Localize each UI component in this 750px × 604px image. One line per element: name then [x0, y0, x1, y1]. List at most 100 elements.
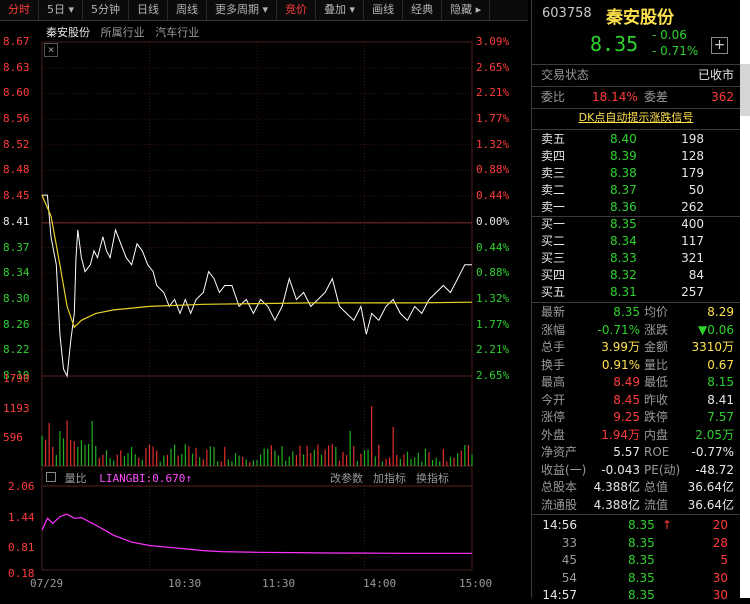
stat-row: 最高 8.49 最低 8.15 [532, 374, 740, 391]
indicator-button-0[interactable]: 改参数 [330, 472, 363, 485]
tab-8[interactable]: 画线 [364, 0, 404, 20]
tick-price: 8.35 [628, 570, 655, 585]
bids-row[interactable]: 买二 8.34 117 [532, 233, 740, 250]
legend-industry[interactable]: 所属行业 [100, 26, 145, 39]
tab-4[interactable]: 周线 [168, 0, 208, 20]
trade-status-row: 交易状态 已收市 [532, 67, 740, 84]
percent-tick: 3.09% [476, 35, 510, 48]
price-tick: 8.52 [3, 137, 30, 151]
intraday-chart[interactable]: 秦安股份 所属行业 汽车行业 × 8.67 8.63 8.60 8.56 8.52 8.4… [0, 20, 528, 598]
time-tick: 15:00 [459, 577, 493, 590]
period-tabs: 分时 5日 ▾ 5分钟 日线 周线 更多周期 ▾ 竞价 叠加 ▾ 画线 经典 隐藏 ▸ [0, 0, 528, 21]
tick-time: 33 [561, 535, 577, 550]
stat-label: 量比 [644, 357, 669, 372]
asks-row[interactable]: 卖五 8.40 198 [532, 131, 740, 148]
price-change: - 0.06 [652, 28, 687, 42]
volume-tick: 1193 [3, 402, 30, 415]
tick-volume: 5 [720, 553, 728, 567]
dk-signal-link[interactable]: DK点自动提示涨跌信号 [578, 111, 694, 124]
bids-row[interactable]: 买一 8.35 400 [532, 216, 740, 233]
stat-row: 净资产 5.57 ROE -0.77% [532, 444, 740, 461]
legend-stock: 秦安股份 [46, 26, 90, 39]
tab-2[interactable]: 5分钟 [83, 0, 130, 20]
tick-volume: 20 [712, 518, 728, 532]
tab-1[interactable]: 5日 ▾ [39, 0, 84, 20]
tick-row: 14:57 8.35 30 [532, 587, 740, 604]
indicator-button-2[interactable]: 换指标 [416, 472, 449, 485]
price-tick: 8.41 [3, 214, 30, 228]
tick-row: 54 8.35 30 [532, 570, 740, 587]
stat-label: 昨收 [644, 392, 669, 407]
tab-7[interactable]: 叠加 ▾ [316, 0, 365, 20]
stat-row: 涨停 9.25 跌停 7.57 [532, 409, 740, 426]
asks-volume: 179 [681, 166, 704, 180]
asks-row[interactable]: 卖四 8.39 128 [532, 148, 740, 165]
stat-value: 8.29 [707, 305, 734, 319]
asks-volume: 128 [681, 149, 704, 163]
tick-volume: 28 [712, 535, 728, 550]
asks-row[interactable]: 卖一 8.36 262 [532, 199, 740, 216]
tab-5[interactable]: 更多周期 ▾ [207, 0, 278, 20]
tick-time: 54 [561, 570, 577, 585]
price-tick: 8.67 [3, 35, 30, 48]
stat-value: 5.57 [613, 445, 640, 459]
stat-label: 最高 [541, 375, 566, 389]
tab-9[interactable]: 经典 [403, 0, 443, 20]
percent-tick: 1.32% [476, 291, 510, 305]
stat-value: -0.043 [601, 462, 640, 477]
stat-label: ROE [644, 445, 670, 459]
stat-value: -48.72 [695, 462, 734, 477]
legend-sector[interactable]: 汽车行业 [155, 26, 200, 39]
price-tick: 8.63 [3, 60, 30, 74]
price-change-pct: - 0.71% [652, 44, 699, 58]
tab-3[interactable]: 日线 [129, 0, 169, 20]
price-tick: 8.30 [3, 291, 30, 305]
asks-label: 卖五 [541, 132, 566, 146]
percent-tick: 2.65% [476, 369, 510, 382]
stat-value: 36.64亿 [687, 480, 734, 494]
price-tick: 8.45 [3, 189, 30, 203]
price-line [42, 194, 472, 378]
liangbi-line [41, 513, 472, 554]
bids-row[interactable]: 买四 8.32 84 [532, 267, 740, 284]
price-tick: 8.60 [3, 86, 30, 100]
stat-value: 0.91% [601, 357, 640, 372]
stat-label: 内盘 [644, 427, 669, 442]
stat-value: 8.15 [707, 375, 734, 389]
stat-row: 换手 0.91% 量比 0.67 [532, 357, 740, 374]
indicator-name: 量比 [64, 472, 87, 485]
tab-6[interactable]: 竞价 [277, 0, 317, 20]
bids-volume: 400 [681, 217, 704, 231]
time-tick: 10:30 [168, 577, 202, 590]
asks-label: 卖四 [541, 149, 566, 163]
tick-price: 8.35 [628, 588, 655, 602]
asks-volume: 262 [681, 200, 704, 214]
scrollbar-track[interactable] [740, 0, 750, 598]
stock-name: 秦安股份 [606, 8, 674, 28]
bids-row[interactable]: 买三 8.33 321 [532, 250, 740, 267]
stat-label: 流值 [644, 497, 669, 512]
bids-row[interactable]: 买五 8.31 257 [532, 284, 740, 301]
chart-canvas[interactable] [0, 20, 528, 598]
stat-label: 总值 [644, 480, 669, 494]
tab-10[interactable]: 隐藏 ▸ [442, 0, 491, 20]
price-tick: 8.26 [3, 317, 30, 331]
asks-row[interactable]: 卖二 8.37 50 [532, 182, 740, 199]
tick-price: 8.35 [628, 535, 655, 550]
indicator-button-1[interactable]: 加指标 [373, 472, 406, 485]
asks-row[interactable]: 卖三 8.38 179 [532, 165, 740, 182]
stat-label: 最新 [541, 305, 566, 319]
indicator-value: LIANGBI:0.670 [99, 472, 186, 485]
tab-0[interactable]: 分时 [0, 0, 39, 20]
stat-row: 今开 8.45 昨收 8.41 [532, 392, 740, 409]
indicator-legend: 量比 LIANGBI:0.670↑ [46, 470, 192, 486]
indicator-checkbox[interactable] [46, 472, 56, 482]
close-icon[interactable]: × [44, 43, 58, 57]
percent-tick: 2.65% [476, 60, 510, 74]
tick-arrow-icon: ↑ [662, 518, 673, 532]
stat-label: 涨停 [541, 410, 566, 424]
tick-row: 14:56 8.35 ↑ 20 [532, 517, 740, 534]
percent-tick: 2.21% [476, 343, 510, 357]
scrollbar-thumb[interactable] [740, 64, 750, 116]
add-watchlist-button[interactable]: + [711, 37, 728, 54]
